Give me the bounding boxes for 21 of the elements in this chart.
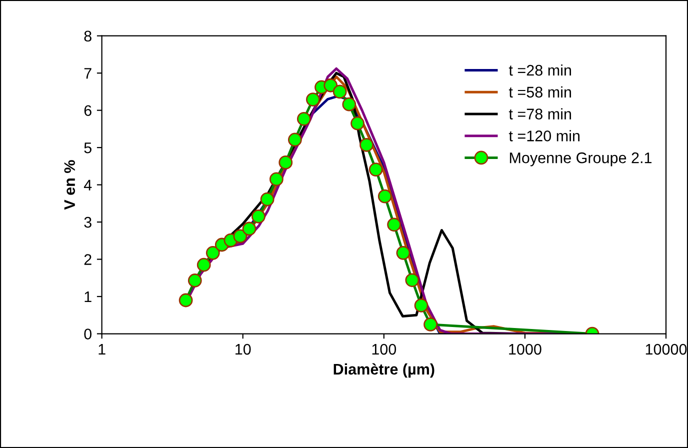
y-tick-label: 0: [84, 328, 92, 340]
y-tick-label: 8: [84, 30, 92, 42]
legend-label: t =120 min: [508, 130, 580, 142]
y-tick-label: 5: [84, 142, 92, 154]
x-axis-title: Diamètre (µm): [334, 363, 434, 378]
y-tick-label: 4: [84, 180, 92, 190]
y-axis-title: V en %: [64, 160, 76, 210]
y-tick-label: 6: [84, 105, 92, 116]
x-tick-label: 10: [236, 344, 251, 355]
y-tick-label: 1: [84, 292, 92, 302]
y-tick-label: 7: [84, 68, 92, 79]
legend-label: t =28 min: [508, 64, 571, 76]
y-tick-label: 2: [84, 254, 92, 265]
x-tick-label: 10000: [646, 344, 687, 355]
legend-label: t =58 min: [508, 86, 571, 98]
x-tick-label: 100: [372, 344, 396, 355]
legend-label: Moyenne Groupe 2.1: [510, 152, 652, 166]
y-tick-label: 3: [84, 216, 92, 228]
legend-label: t =78 min: [508, 108, 571, 120]
x-tick-label: 1: [98, 344, 106, 355]
x-tick-label: 1000: [509, 344, 542, 355]
